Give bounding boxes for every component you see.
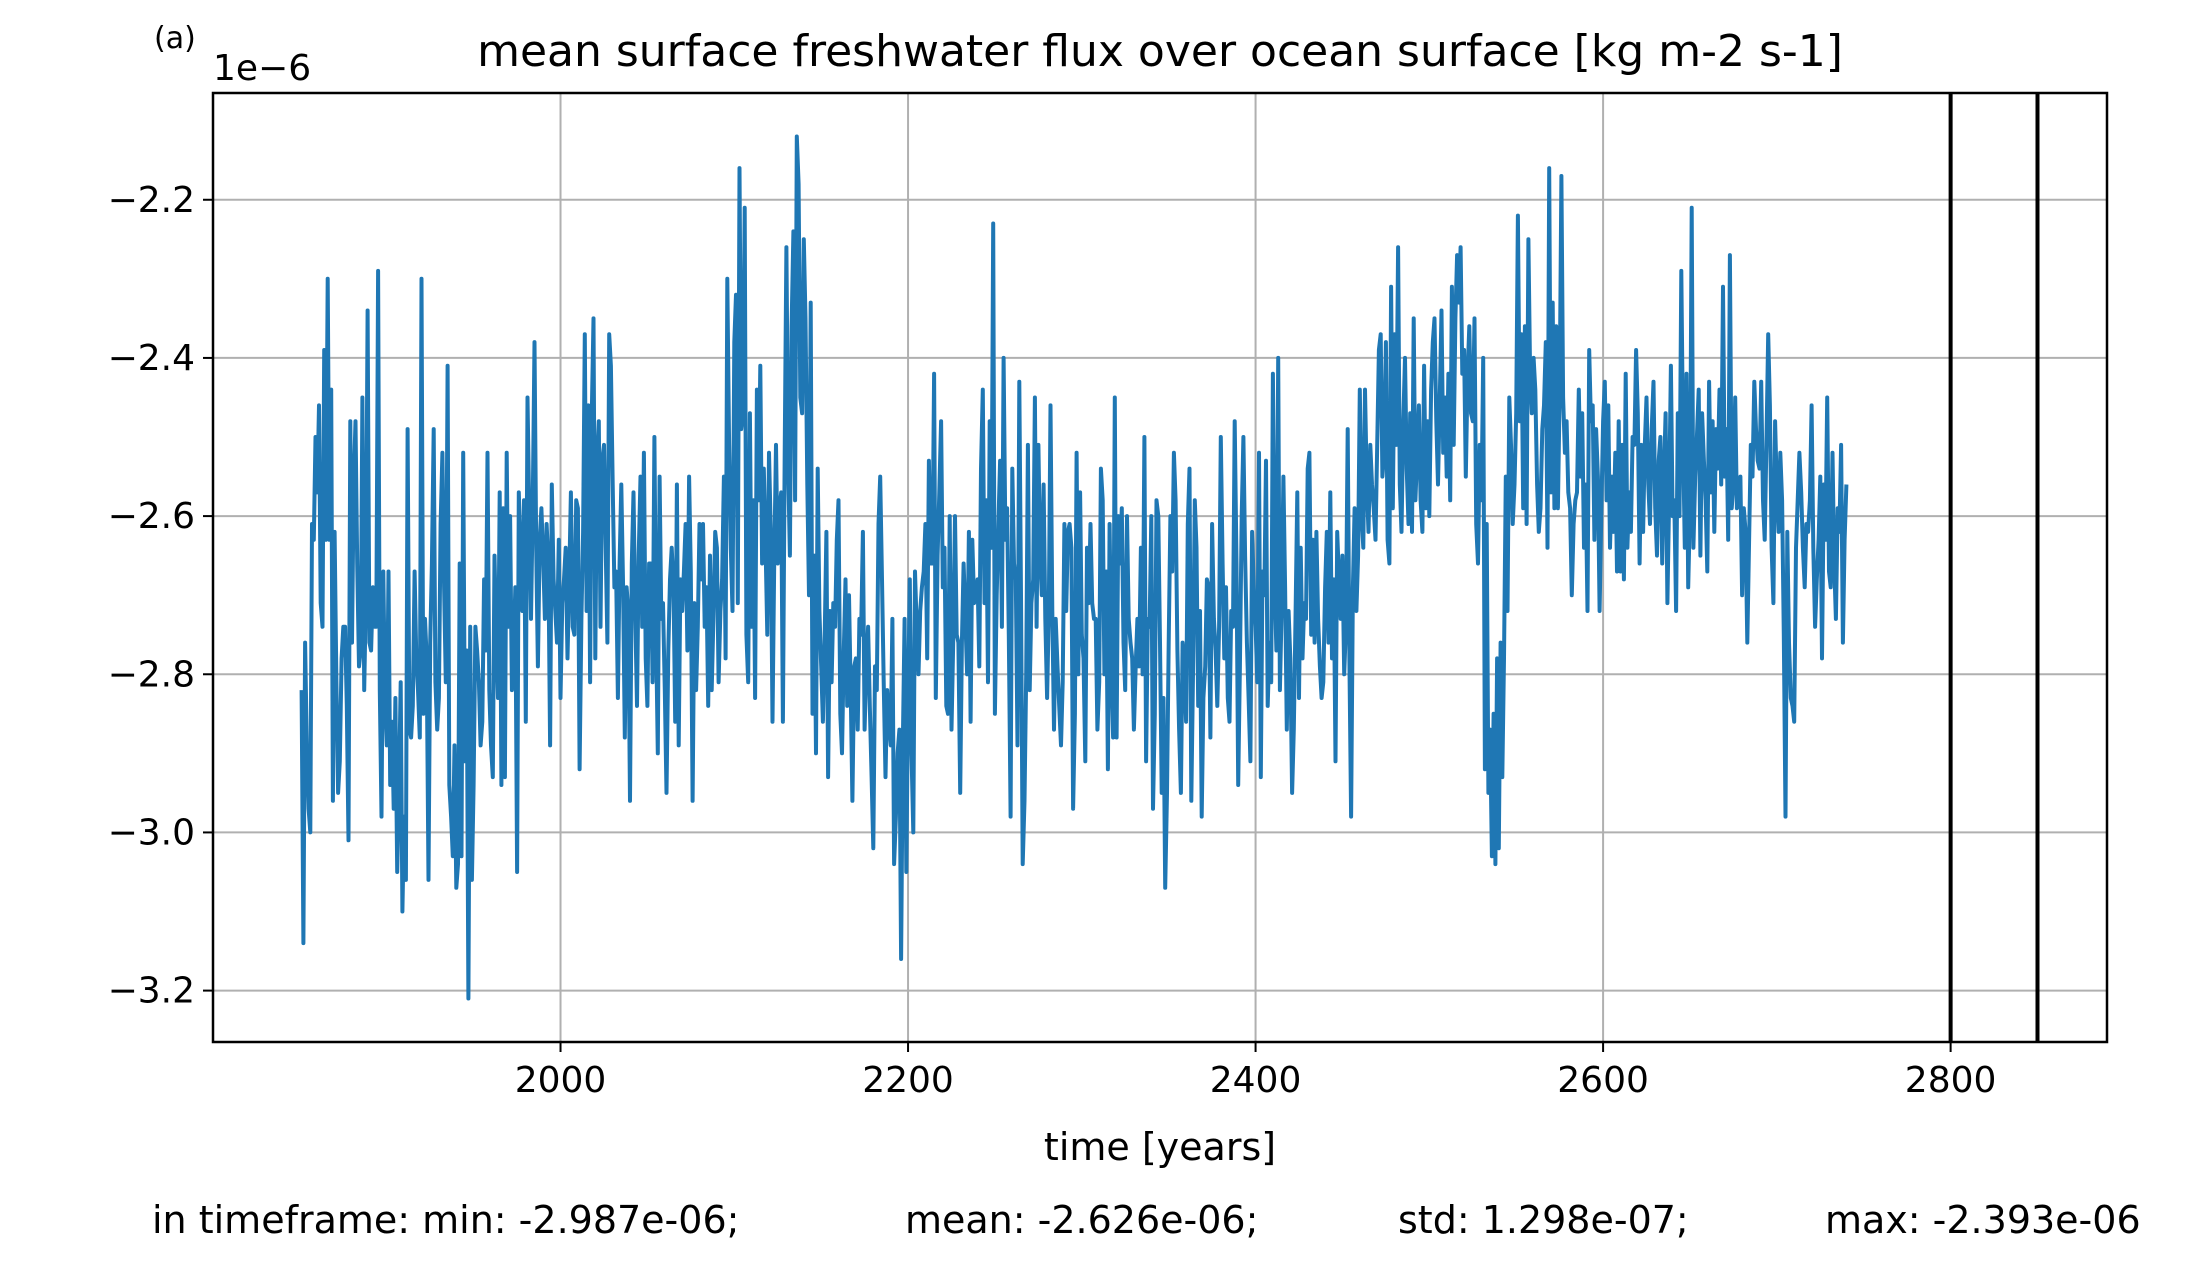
x-tick-label: 2600 xyxy=(1557,1060,1649,1101)
series xyxy=(299,134,1849,1001)
y-tick-label: −2.8 xyxy=(108,654,195,695)
y-tick-label: −2.6 xyxy=(108,496,195,537)
stat-max: max: -2.393e-06 xyxy=(1825,1198,2141,1242)
series-line xyxy=(299,134,1849,1001)
panel-label: (a) xyxy=(154,21,196,56)
y-tick-label: −3.2 xyxy=(108,971,195,1012)
x-axis-label: time [years] xyxy=(1044,1125,1276,1169)
x-tick-label: 2200 xyxy=(862,1060,954,1101)
x-tick-label: 2000 xyxy=(515,1060,607,1101)
stat-min: in timeframe: min: -2.987e-06; xyxy=(152,1198,740,1242)
y-tick-label: −3.0 xyxy=(108,812,195,853)
y-offset-text: 1e−6 xyxy=(213,48,311,89)
chart-title: mean surface freshwater flux over ocean … xyxy=(477,26,1843,77)
x-tick-label: 2800 xyxy=(1905,1060,1997,1101)
y-tick-label: −2.2 xyxy=(108,180,195,221)
y-tick-label: −2.4 xyxy=(108,338,195,379)
x-tick-label: 2400 xyxy=(1210,1060,1302,1101)
stat-mean: mean: -2.626e-06; xyxy=(905,1198,1259,1242)
y-axis: −2.2 −2.4 −2.6 −2.8 −3.0 −3.2 xyxy=(108,180,213,1012)
vertical-markers xyxy=(1948,93,2040,1042)
stat-std: std: 1.298e-07; xyxy=(1398,1198,1689,1242)
x-axis: 2000 2200 2400 2600 2800 xyxy=(515,1042,1997,1101)
plot-frame xyxy=(211,91,2109,1044)
